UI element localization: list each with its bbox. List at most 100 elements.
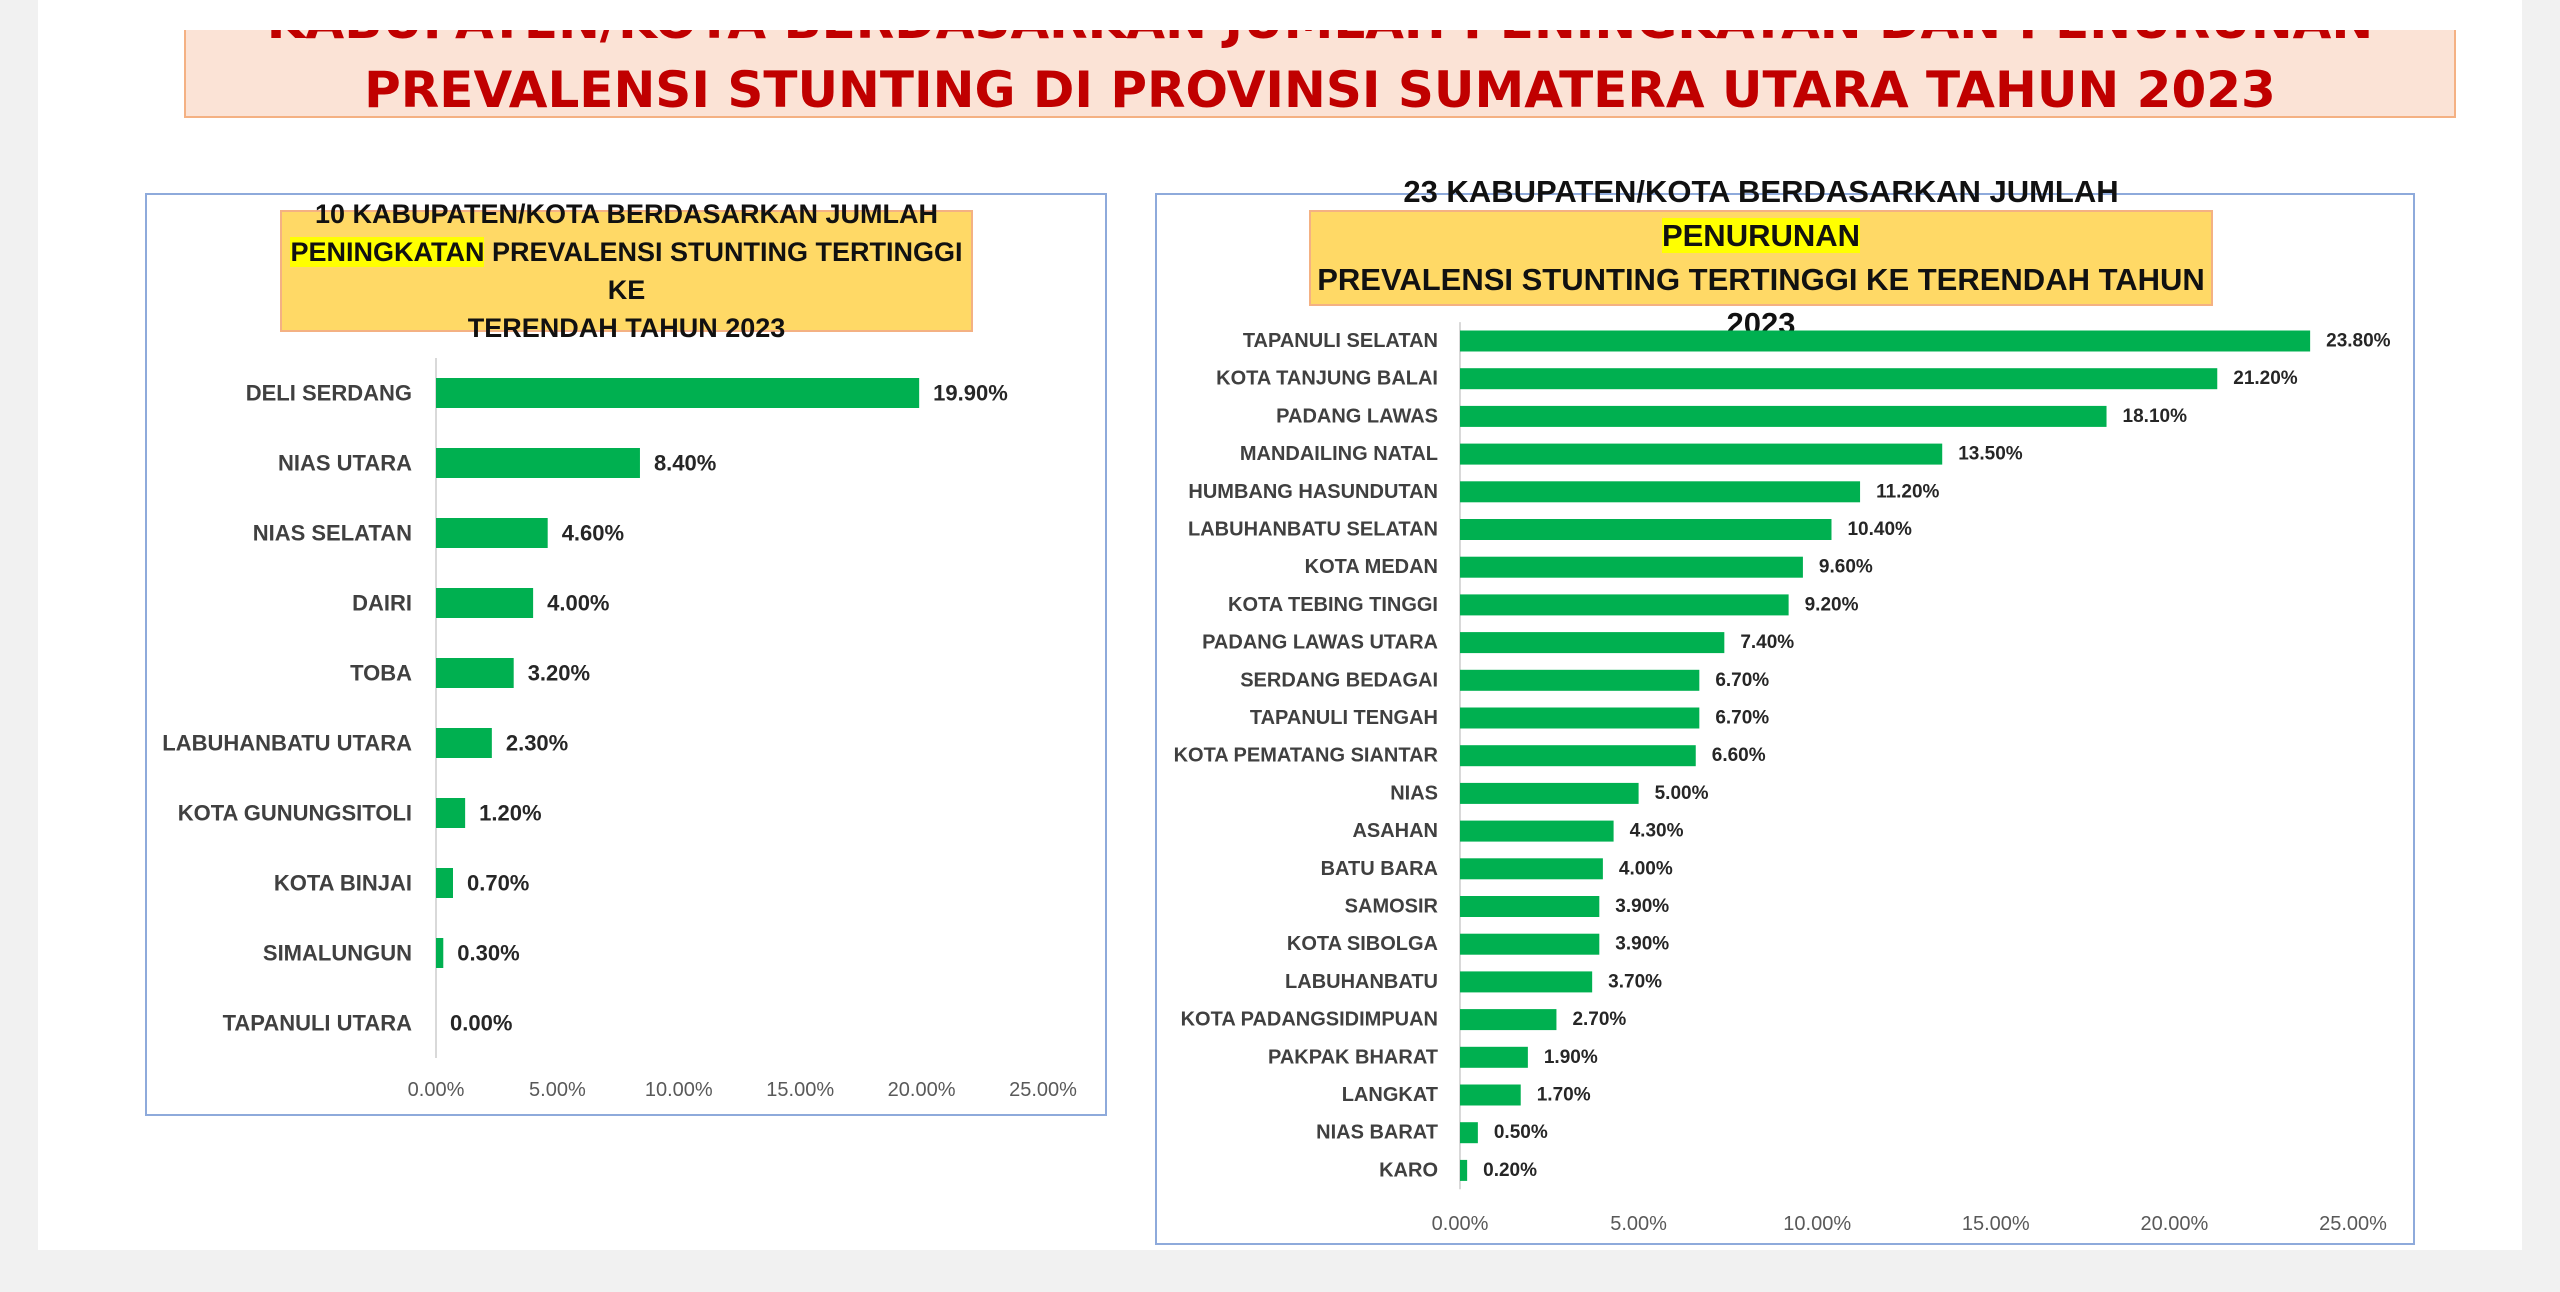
increase-data-label: 19.90% xyxy=(933,381,1008,406)
decrease-category-label: PAKPAK BHARAT xyxy=(1268,1046,1438,1068)
decrease-data-label: 0.50% xyxy=(1494,1122,1548,1143)
decrease-category-label: KOTA PEMATANG SIANTAR xyxy=(1174,745,1439,767)
increase-bar xyxy=(436,448,640,478)
decrease-category-label: LABUHANBATU SELATAN xyxy=(1188,519,1438,541)
decrease-bar xyxy=(1460,820,1614,842)
decrease-data-label: 6.60% xyxy=(1712,745,1766,766)
decrease-category-label: HUMBANG HASUNDUTAN xyxy=(1188,481,1438,503)
decrease-category-label: TAPANULI TENGAH xyxy=(1250,707,1438,729)
decrease-bar xyxy=(1460,669,1700,691)
decrease-bar xyxy=(1460,632,1725,654)
decrease-bar xyxy=(1460,368,2218,390)
title-banner: KABUPATEN/KOTA BERDASARKAN JUMLAH PENING… xyxy=(184,30,2456,118)
increase-title-highlight: PENINGKATAN xyxy=(290,237,485,267)
decrease-data-label: 3.70% xyxy=(1608,971,1662,992)
decrease-title-highlight: PENURUNAN xyxy=(1661,218,1861,253)
decrease-category-label: LANGKAT xyxy=(1342,1084,1438,1106)
increase-data-label: 0.70% xyxy=(467,871,529,896)
increase-data-label: 0.00% xyxy=(450,1011,512,1036)
decrease-title-text: 23 KABUPATEN/KOTA BERDASARKAN JUMLAH xyxy=(1403,174,2119,209)
decrease-data-label: 3.90% xyxy=(1615,934,1669,955)
decrease-bar xyxy=(1460,1122,1478,1144)
increase-bar xyxy=(436,658,514,688)
decrease-category-label: TAPANULI SELATAN xyxy=(1243,330,1438,352)
decrease-data-label: 1.90% xyxy=(1544,1047,1598,1068)
increase-title-text: TERENDAH TAHUN 2023 xyxy=(467,313,786,343)
decrease-data-label: 18.10% xyxy=(2123,406,2188,427)
increase-data-label: 4.60% xyxy=(562,521,624,546)
decrease-bar xyxy=(1460,707,1700,729)
decrease-category-label: PADANG LAWAS UTARA xyxy=(1202,632,1438,654)
increase-bar xyxy=(436,868,453,898)
decrease-category-label: NIAS xyxy=(1390,782,1438,804)
increase-category-label: DELI SERDANG xyxy=(246,381,412,406)
increase-bar xyxy=(436,518,548,548)
decrease-x-tick-label: 20.00% xyxy=(2140,1213,2208,1235)
decrease-category-label: SAMOSIR xyxy=(1345,896,1439,918)
decrease-x-tick-label: 0.00% xyxy=(1432,1213,1489,1235)
decrease-bar xyxy=(1460,896,1600,917)
decrease-data-label: 13.50% xyxy=(1958,444,2023,465)
decrease-category-label: BATU BARA xyxy=(1321,858,1438,880)
decrease-bar xyxy=(1460,933,1600,955)
decrease-chart-panel: 23 KABUPATEN/KOTA BERDASARKAN JUMLAH PEN… xyxy=(1155,174,2415,1245)
decrease-x-tick-label: 5.00% xyxy=(1610,1213,1667,1235)
decrease-x-tick-label: 25.00% xyxy=(2319,1213,2387,1235)
increase-data-label: 3.20% xyxy=(528,661,590,686)
decrease-bar xyxy=(1460,481,1861,503)
decrease-data-label: 4.00% xyxy=(1619,858,1673,879)
decrease-data-label: 6.70% xyxy=(1715,708,1769,729)
increase-title-text: PREVALENSI STUNTING TERTINGGI KE xyxy=(484,237,963,305)
increase-bar xyxy=(436,588,534,618)
increase-title-text: 10 KABUPATEN/KOTA BERDASARKAN JUMLAH xyxy=(314,199,939,229)
increase-category-label: LABUHANBATU UTARA xyxy=(162,731,412,756)
decrease-bar xyxy=(1460,405,2107,427)
decrease-category-label: KOTA TEBING TINGGI xyxy=(1228,594,1438,616)
increase-chart-title: 10 KABUPATEN/KOTA BERDASARKAN JUMLAH PENI… xyxy=(280,199,973,343)
decrease-bar xyxy=(1460,519,1832,540)
decrease-data-label: 23.80% xyxy=(2326,331,2391,352)
increase-bar xyxy=(436,728,492,758)
increase-data-label: 4.00% xyxy=(547,591,609,616)
increase-category-label: KOTA GUNUNGSITOLI xyxy=(178,801,412,826)
decrease-bar xyxy=(1460,1046,1528,1068)
decrease-bar xyxy=(1460,745,1696,767)
decrease-data-label: 6.70% xyxy=(1715,670,1769,691)
increase-data-label: 2.30% xyxy=(506,731,568,756)
decrease-category-label: ASAHAN xyxy=(1352,820,1438,842)
decrease-category-label: KOTA PADANGSIDIMPUAN xyxy=(1181,1009,1438,1031)
increase-bar xyxy=(436,938,444,968)
decrease-title-text: PREVALENSI STUNTING TERTINGGI KE TERENDA… xyxy=(1317,262,2205,341)
increase-category-label: DAIRI xyxy=(352,591,412,616)
decrease-data-label: 21.20% xyxy=(2233,368,2298,389)
decrease-data-label: 10.40% xyxy=(1847,519,1912,540)
increase-x-tick-label: 20.00% xyxy=(888,1079,956,1101)
decrease-data-label: 2.70% xyxy=(1572,1009,1626,1030)
decrease-category-label: KOTA SIBOLGA xyxy=(1287,933,1438,955)
decrease-x-tick-label: 15.00% xyxy=(1962,1213,2030,1235)
increase-category-label: NIAS UTARA xyxy=(278,451,412,476)
decrease-data-label: 11.20% xyxy=(1876,481,1939,502)
decrease-bar xyxy=(1460,971,1593,993)
decrease-data-label: 1.70% xyxy=(1537,1085,1591,1106)
decrease-bar xyxy=(1460,1009,1557,1031)
increase-category-label: SIMALUNGUN xyxy=(263,941,412,966)
decrease-data-label: 7.40% xyxy=(1740,632,1794,653)
increase-data-label: 8.40% xyxy=(654,451,716,476)
decrease-category-label: KOTA MEDAN xyxy=(1305,556,1438,578)
decrease-data-label: 9.20% xyxy=(1805,594,1859,615)
increase-chart-panel: 10 KABUPATEN/KOTA BERDASARKAN JUMLAH PENI… xyxy=(145,193,1107,1116)
decrease-category-label: PADANG LAWAS xyxy=(1276,405,1438,427)
decrease-category-label: SERDANG BEDAGAI xyxy=(1240,669,1438,691)
decrease-category-label: MANDAILING NATAL xyxy=(1240,443,1438,465)
increase-x-tick-label: 0.00% xyxy=(408,1079,465,1101)
increase-x-tick-label: 15.00% xyxy=(766,1079,834,1101)
decrease-category-label: NIAS BARAT xyxy=(1316,1122,1438,1144)
increase-category-label: TAPANULI UTARA xyxy=(223,1011,413,1036)
decrease-bar xyxy=(1460,1084,1521,1106)
decrease-bar xyxy=(1460,594,1789,616)
decrease-data-label: 9.60% xyxy=(1819,557,1873,578)
decrease-category-label: KOTA TANJUNG BALAI xyxy=(1216,368,1438,390)
decrease-data-label: 4.30% xyxy=(1630,821,1684,842)
decrease-bar xyxy=(1460,1159,1468,1181)
